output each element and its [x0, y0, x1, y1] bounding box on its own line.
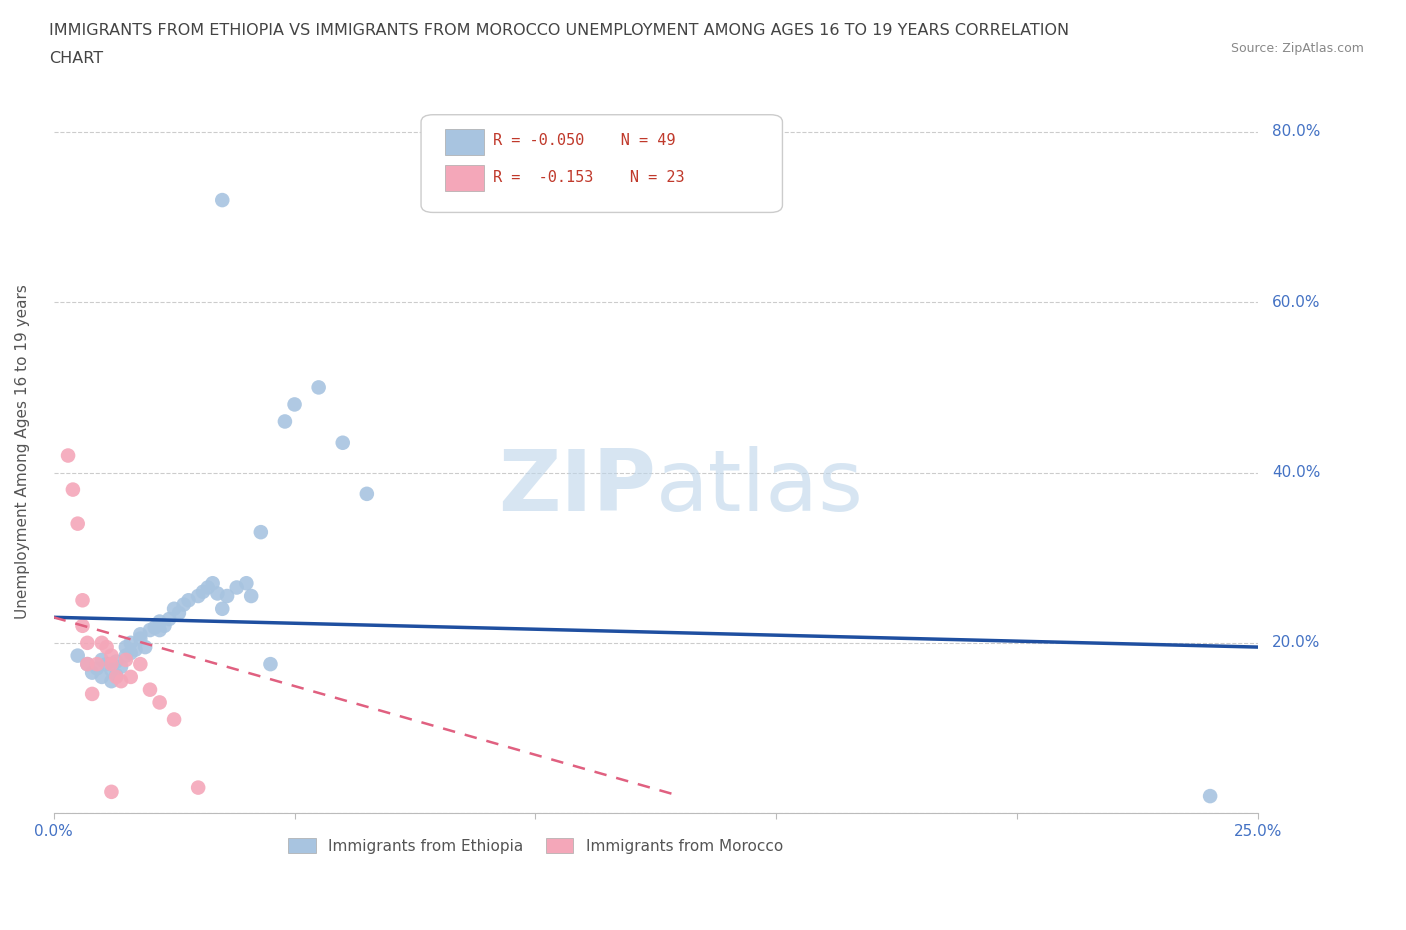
- Point: [167, 605, 190, 620]
- Point: [211, 602, 233, 617]
- Point: [90, 653, 112, 668]
- Point: [191, 584, 214, 599]
- Point: [134, 640, 156, 655]
- Point: [177, 592, 200, 607]
- Text: 20.0%: 20.0%: [1272, 635, 1320, 650]
- Point: [76, 657, 98, 671]
- Point: [201, 576, 224, 591]
- Point: [100, 657, 122, 671]
- Point: [149, 622, 172, 637]
- Point: [82, 665, 104, 680]
- FancyBboxPatch shape: [446, 165, 484, 191]
- Point: [82, 686, 104, 701]
- Point: [105, 668, 128, 683]
- Point: [1199, 789, 1222, 804]
- Point: [129, 657, 152, 671]
- Point: [163, 602, 186, 617]
- Point: [235, 576, 257, 591]
- Point: [187, 780, 209, 795]
- Text: CHART: CHART: [49, 51, 103, 66]
- Point: [129, 627, 152, 642]
- Text: Source: ZipAtlas.com: Source: ZipAtlas.com: [1230, 42, 1364, 55]
- Point: [163, 712, 186, 727]
- Point: [143, 620, 166, 635]
- Point: [207, 586, 229, 601]
- Point: [129, 631, 152, 646]
- Point: [139, 683, 162, 698]
- Point: [308, 380, 330, 395]
- Point: [90, 635, 112, 650]
- Point: [187, 589, 209, 604]
- Point: [120, 645, 142, 660]
- Point: [217, 589, 239, 604]
- Point: [115, 648, 138, 663]
- Text: IMMIGRANTS FROM ETHIOPIA VS IMMIGRANTS FROM MOROCCO UNEMPLOYMENT AMONG AGES 16 T: IMMIGRANTS FROM ETHIOPIA VS IMMIGRANTS F…: [49, 23, 1070, 38]
- Point: [124, 643, 146, 658]
- Point: [211, 193, 233, 207]
- Point: [72, 618, 94, 633]
- Point: [149, 695, 172, 710]
- Point: [274, 414, 297, 429]
- Point: [240, 589, 263, 604]
- Point: [62, 482, 84, 497]
- Point: [66, 516, 89, 531]
- Point: [56, 448, 79, 463]
- Point: [120, 635, 142, 650]
- Point: [100, 784, 122, 799]
- Text: R = -0.050    N = 49: R = -0.050 N = 49: [494, 133, 676, 148]
- Point: [72, 592, 94, 607]
- Point: [110, 673, 132, 688]
- Point: [100, 648, 122, 663]
- Point: [157, 612, 180, 627]
- Point: [120, 670, 142, 684]
- Point: [110, 659, 132, 674]
- Legend: Immigrants from Ethiopia, Immigrants from Morocco: Immigrants from Ethiopia, Immigrants fro…: [283, 831, 789, 859]
- Y-axis label: Unemployment Among Ages 16 to 19 years: Unemployment Among Ages 16 to 19 years: [15, 284, 30, 618]
- Point: [96, 657, 118, 671]
- Point: [259, 657, 281, 671]
- Point: [332, 435, 354, 450]
- Point: [139, 622, 162, 637]
- FancyBboxPatch shape: [446, 129, 484, 155]
- Point: [76, 635, 98, 650]
- Point: [153, 618, 176, 633]
- Point: [173, 597, 195, 612]
- Point: [76, 657, 98, 671]
- Point: [100, 673, 122, 688]
- Point: [66, 648, 89, 663]
- Point: [105, 670, 128, 684]
- Text: 60.0%: 60.0%: [1272, 295, 1320, 310]
- Point: [356, 486, 378, 501]
- Text: R =  -0.153    N = 23: R = -0.153 N = 23: [494, 170, 685, 185]
- Point: [90, 670, 112, 684]
- Point: [283, 397, 305, 412]
- Point: [100, 663, 122, 678]
- Point: [86, 657, 108, 671]
- Text: 80.0%: 80.0%: [1272, 125, 1320, 140]
- Point: [115, 640, 138, 655]
- FancyBboxPatch shape: [420, 114, 783, 212]
- Point: [86, 661, 108, 676]
- Text: 40.0%: 40.0%: [1272, 465, 1320, 480]
- Point: [149, 614, 172, 629]
- Point: [115, 653, 138, 668]
- Point: [197, 580, 219, 595]
- Text: ZIP: ZIP: [498, 446, 657, 529]
- Point: [225, 580, 247, 595]
- Point: [250, 525, 273, 539]
- Text: atlas: atlas: [657, 446, 863, 529]
- Point: [105, 654, 128, 669]
- Point: [96, 640, 118, 655]
